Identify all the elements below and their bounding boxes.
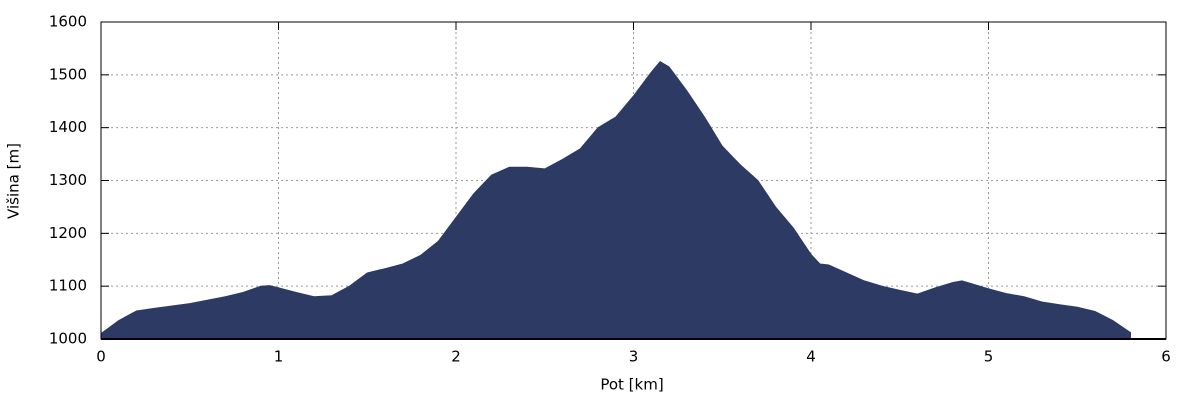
y-tick-label: 1300: [49, 171, 87, 189]
x-tick-label: 4: [806, 348, 816, 366]
y-tick-label: 1000: [49, 330, 87, 348]
y-tick-label: 1500: [49, 65, 87, 83]
x-tick-label: 3: [629, 348, 639, 366]
x-tick-label: 0: [96, 348, 106, 366]
y-tick-label: 1600: [49, 13, 87, 31]
x-axis-label: Pot [km]: [600, 376, 663, 394]
y-tick-label: 1400: [49, 118, 87, 136]
y-tick-label: 1200: [49, 224, 87, 242]
x-tick-label: 6: [1161, 348, 1171, 366]
y-tick-label: 1100: [49, 277, 87, 295]
x-tick-label: 2: [451, 348, 461, 366]
y-axis-label: Višina [m]: [5, 143, 23, 219]
x-tick-label: 1: [274, 348, 284, 366]
elevation-area: [100, 60, 1131, 340]
x-tick-label: 5: [984, 348, 994, 366]
